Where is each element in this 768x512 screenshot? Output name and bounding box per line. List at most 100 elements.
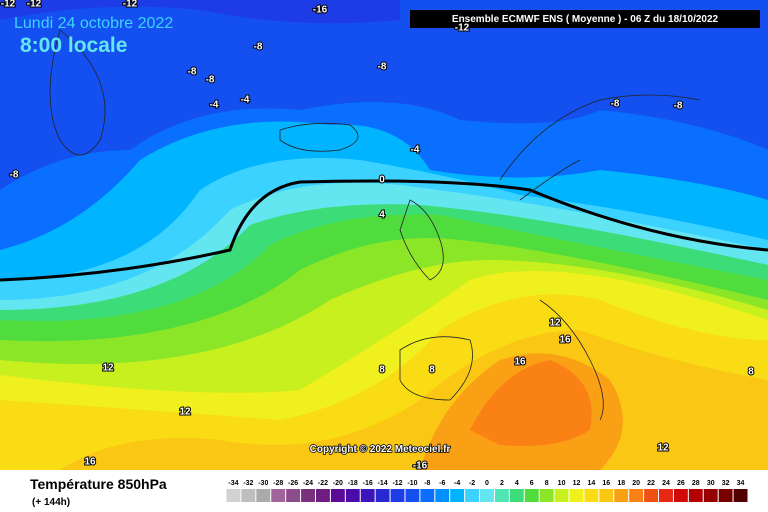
legend-label: -24 [303, 480, 313, 487]
legend-label: -12 [392, 480, 402, 487]
legend-label: 12 [573, 480, 581, 487]
legend-swatch [584, 489, 599, 502]
legend-swatch [569, 489, 584, 502]
legend-swatch [286, 489, 301, 502]
contour-label: -8 [378, 62, 387, 73]
legend-label: 8 [545, 480, 549, 487]
legend-swatch [509, 489, 524, 502]
legend-swatch [703, 489, 718, 502]
legend-label: -4 [454, 480, 460, 487]
legend-swatch [345, 489, 360, 502]
legend-swatch [524, 489, 539, 502]
contour-label: -16 [313, 5, 328, 16]
temperature-field [0, 0, 768, 471]
legend-label: 32 [722, 480, 730, 487]
legend-swatch [733, 489, 748, 502]
legend-swatch [271, 489, 286, 502]
legend-swatch [629, 489, 644, 502]
legend-swatch [330, 489, 345, 502]
legend-swatch [360, 489, 375, 502]
legend-swatch [599, 489, 614, 502]
legend-label: 10 [558, 480, 566, 487]
legend-label: 4 [515, 480, 519, 487]
contour-label: -8 [188, 67, 197, 78]
contour-label: -12 [123, 0, 138, 10]
legend-label: -34 [228, 480, 238, 487]
contour-label: 8 [748, 367, 754, 378]
contour-label: -4 [411, 145, 420, 156]
model-banner [410, 10, 760, 28]
legend-swatch [465, 489, 480, 502]
legend-label: 14 [588, 480, 596, 487]
model-info: Ensemble ECMWF ENS ( Moyenne ) - 06 Z du… [452, 14, 719, 25]
legend-label: -18 [348, 480, 358, 487]
copyright: Copyright © 2022 Meteociel.fr [310, 444, 451, 455]
legend-label: 22 [647, 480, 655, 487]
legend-swatch [405, 489, 420, 502]
legend-swatch [301, 489, 315, 502]
contour-label: 0 [379, 175, 385, 186]
legend-label: 2 [500, 480, 504, 487]
contour-label: 12 [102, 363, 114, 374]
legend-swatch [256, 489, 271, 502]
legend-swatch [435, 489, 450, 502]
legend-swatch [614, 489, 629, 502]
legend-label: -10 [407, 480, 417, 487]
contour-label: 8 [429, 365, 435, 376]
legend-swatch [539, 489, 554, 502]
legend-label: -16 [363, 480, 373, 487]
legend-label: 26 [677, 480, 685, 487]
legend-swatch [241, 489, 256, 502]
legend-swatch [554, 489, 569, 502]
legend-swatch [718, 489, 733, 502]
legend-swatch [480, 489, 494, 502]
legend-label: 6 [530, 480, 534, 487]
contour-label: 8 [379, 365, 385, 376]
legend-label: 16 [602, 480, 610, 487]
legend-swatch [315, 489, 330, 502]
contour-label: 16 [514, 357, 526, 368]
footer-lead: (+ 144h) [32, 497, 70, 508]
contour-label: 12 [657, 443, 669, 454]
legend-label: 20 [632, 480, 640, 487]
contour-label: -12 [27, 0, 42, 10]
legend-label: 0 [485, 480, 489, 487]
legend-swatch [644, 489, 659, 502]
contour-label: -8 [674, 101, 683, 112]
legend-swatch [673, 489, 688, 502]
legend-swatch [659, 489, 673, 502]
contour-label: 16 [84, 457, 96, 468]
contour-label: 16 [559, 335, 571, 346]
contour-label: 4 [379, 210, 385, 221]
contour-label: -12 [1, 0, 16, 10]
legend-label: 18 [617, 480, 625, 487]
contour-label: -4 [210, 100, 219, 111]
legend-label: -8 [424, 480, 430, 487]
legend-label: 30 [707, 480, 715, 487]
contour-label: -4 [241, 95, 250, 106]
legend-swatch [390, 489, 405, 502]
contour-label: 12 [179, 407, 191, 418]
legend-swatch [450, 489, 465, 502]
legend-swatch [375, 489, 390, 502]
legend-label: -28 [273, 480, 283, 487]
time-title: 8:00 locale [20, 34, 127, 57]
legend-label: 34 [737, 480, 745, 487]
legend-label: 28 [692, 480, 700, 487]
contour-label: -8 [10, 170, 19, 181]
legend-label: -30 [258, 480, 268, 487]
contour-label: 12 [549, 318, 561, 329]
legend-label: -26 [288, 480, 298, 487]
legend-label: -14 [378, 480, 388, 487]
contour-label: -8 [254, 42, 263, 53]
footer-title: Température 850hPa [30, 476, 167, 492]
legend-swatch [226, 489, 241, 502]
legend-swatch [688, 489, 703, 502]
contour-label: -12 [455, 23, 470, 34]
legend-label: -6 [439, 480, 445, 487]
legend-label: -32 [243, 480, 253, 487]
contour-label: -16 [413, 461, 428, 472]
date-title: Lundi 24 octobre 2022 [14, 15, 173, 32]
